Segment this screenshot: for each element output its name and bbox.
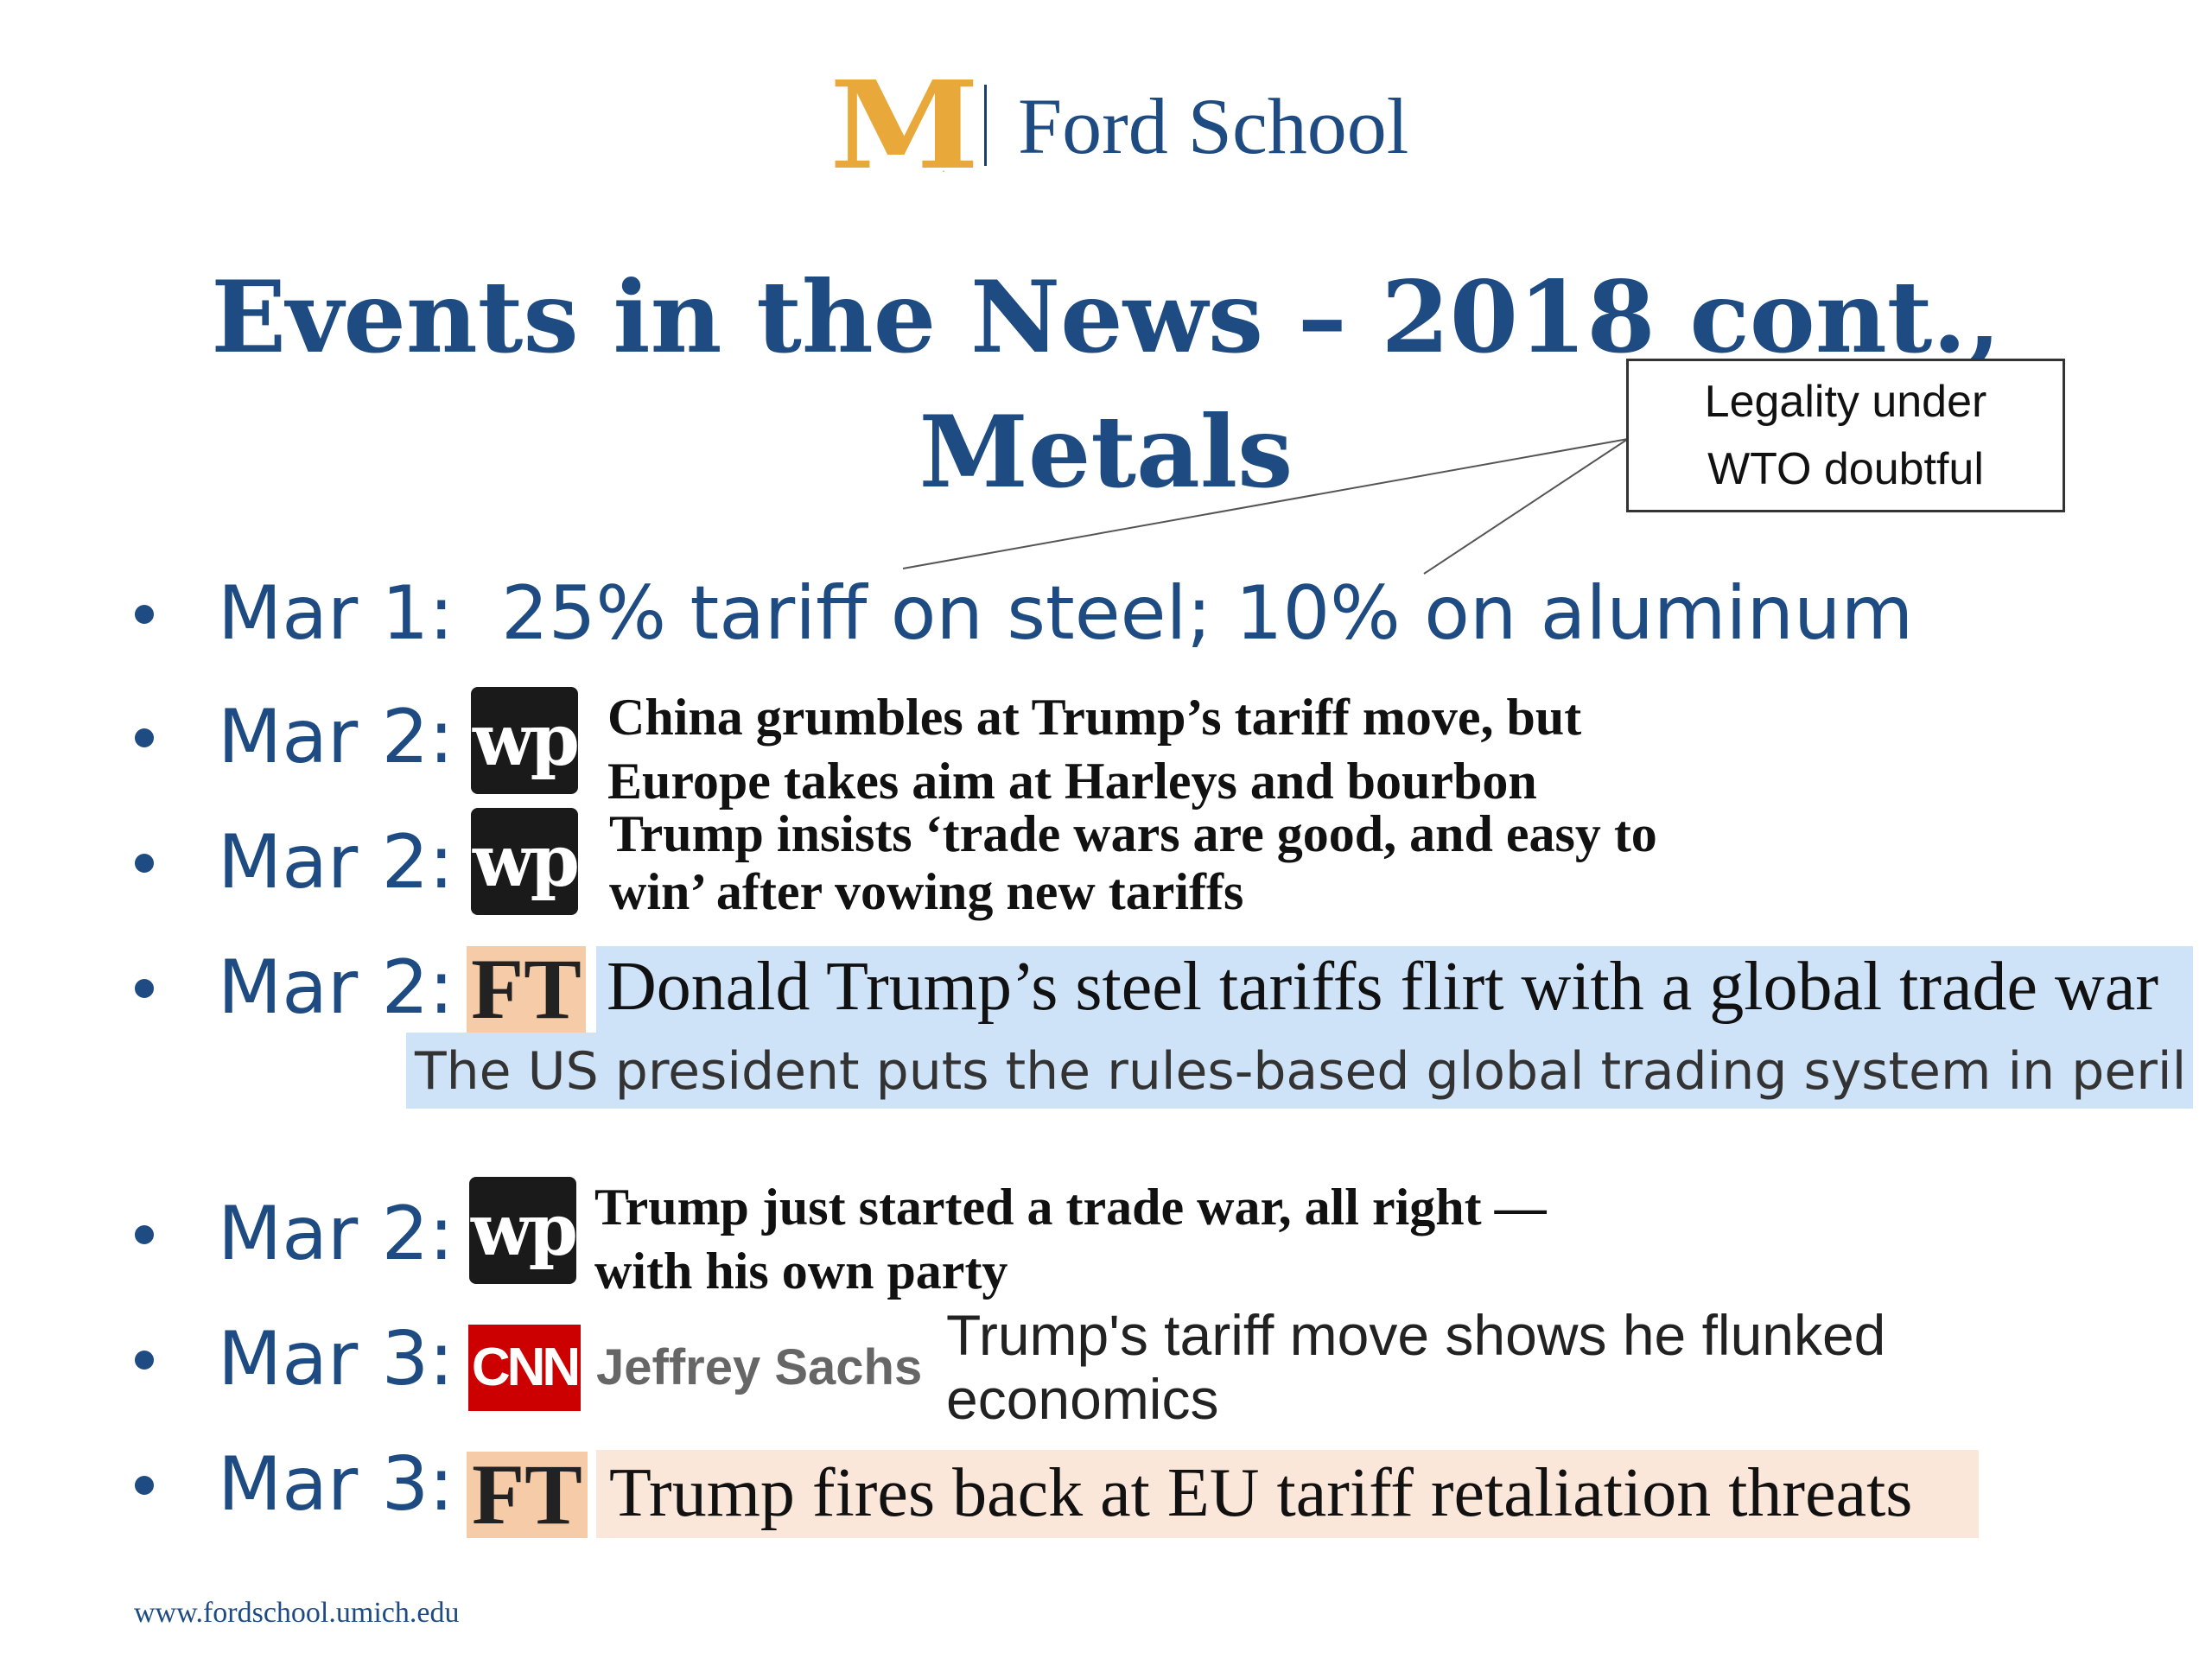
logo-divider bbox=[984, 85, 987, 166]
washington-post-logo: wp bbox=[471, 808, 578, 915]
logo-mark: . bbox=[942, 161, 945, 175]
bullet bbox=[135, 979, 154, 998]
school-name: Ford School bbox=[1018, 82, 1409, 170]
cnn-logo: CNN bbox=[468, 1325, 581, 1411]
footer-url: www.fordschool.umich.edu bbox=[134, 1597, 460, 1629]
event-1: Mar 1: 25% tariff on steel; 10% on alumi… bbox=[218, 570, 1913, 657]
event-date: Mar 2: bbox=[218, 694, 454, 780]
bullet bbox=[135, 728, 154, 747]
financial-times-logo: FT bbox=[467, 946, 586, 1033]
headline-line2: Europe takes aim at Harleys and bourbon bbox=[607, 753, 1537, 810]
event-date: Mar 2: bbox=[218, 819, 454, 906]
bullet bbox=[135, 1351, 154, 1370]
event-text: 25% tariff on steel; 10% on aluminum bbox=[500, 570, 1914, 657]
financial-times-logo: FT bbox=[467, 1452, 588, 1538]
event-date: Mar 2: bbox=[218, 944, 454, 1031]
headline-line2: economics bbox=[946, 1367, 1219, 1431]
author-name: Jeffrey Sachs bbox=[596, 1339, 923, 1395]
bullet bbox=[135, 1225, 154, 1244]
bullet bbox=[135, 854, 154, 873]
subheadline-highlight bbox=[406, 1033, 2193, 1109]
headline-line1: Trump fires back at EU tariff retaliatio… bbox=[609, 1455, 1913, 1531]
headline-line1: Donald Trump’s steel tariffs flirt with … bbox=[607, 949, 2158, 1025]
slide-title-line1: Events in the News – 2018 cont., bbox=[211, 259, 2001, 375]
headline-highlight bbox=[596, 1450, 1979, 1538]
headline-line1: Trump's tariff move shows he flunked bbox=[946, 1303, 1886, 1367]
bullet bbox=[135, 605, 154, 624]
washington-post-logo: wp bbox=[469, 1177, 576, 1284]
bullet bbox=[135, 1476, 154, 1495]
headline-highlight bbox=[596, 946, 2193, 1033]
subheadline: The US president puts the rules-based gl… bbox=[415, 1041, 2187, 1102]
event-date: Mar 2: bbox=[218, 1191, 454, 1277]
callout-box: Legality under WTO doubtful bbox=[1626, 359, 2065, 512]
callout-line1: Legality under bbox=[1704, 377, 1987, 427]
university-logo: M bbox=[830, 55, 980, 197]
event-date: Mar 1: bbox=[218, 570, 454, 657]
event-date: Mar 3: bbox=[218, 1441, 454, 1528]
headline-line2: with his own party bbox=[594, 1243, 1008, 1300]
headline-line1: China grumbles at Trump’s tariff move, b… bbox=[607, 689, 1582, 746]
slide-title-line2: Metals bbox=[918, 394, 1294, 510]
washington-post-logo: wp bbox=[471, 687, 578, 794]
event-date: Mar 3: bbox=[218, 1316, 454, 1402]
headline-line2: win’ after vowing new tariffs bbox=[609, 863, 1244, 920]
headline-line1: Trump just started a trade war, all righ… bbox=[594, 1179, 1547, 1236]
callout-line2: WTO doubtful bbox=[1707, 444, 1984, 494]
headline-line1: Trump insists ‘trade wars are good, and … bbox=[609, 805, 1657, 862]
